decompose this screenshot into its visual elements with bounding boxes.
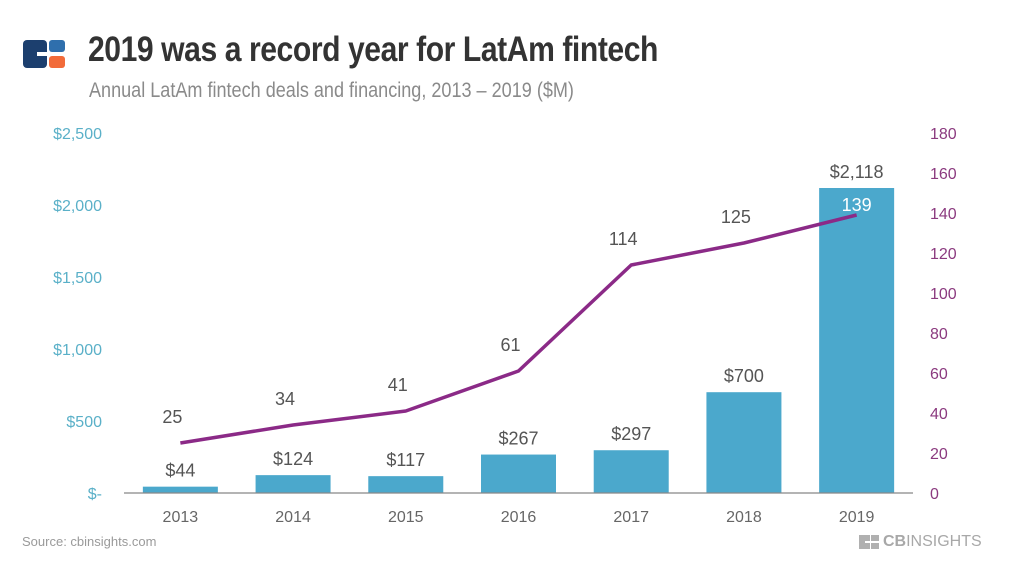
bar-value-label: $124	[273, 449, 313, 469]
brand-insights: INSIGHTS	[906, 533, 982, 550]
bar-data-labels: $44 $124 $117 $267 $297 $700 $2,118	[165, 162, 883, 481]
logo-gap	[37, 52, 49, 56]
right-axis-tick-label: 0	[930, 486, 939, 503]
line-value-label: 41	[388, 375, 408, 395]
x-axis-tick-label: 2015	[388, 509, 424, 526]
bar-value-label: $44	[165, 461, 195, 481]
x-axis-tick-label: 2013	[163, 509, 199, 526]
brand-cb: CB	[883, 533, 907, 550]
bar-2016	[481, 454, 556, 493]
line-value-label: 61	[500, 335, 520, 355]
bar-series	[142, 188, 895, 493]
bar-value-label: $700	[724, 366, 764, 386]
right-axis-tick-label: 180	[930, 126, 957, 143]
line-value-label: 34	[275, 389, 295, 409]
brand-footer: CBINSIGHTS	[859, 533, 982, 551]
left-axis: $- $500 $1,000 $1,500 $2,000 $2,500	[53, 126, 102, 503]
brand-logo-icon	[859, 535, 879, 549]
left-axis-tick-label: $-	[88, 486, 102, 503]
right-axis-tick-label: 160	[930, 166, 957, 183]
bar-value-label: $2,118	[830, 162, 884, 182]
right-axis: 0 20 40 60 80 100 120 140 160 180	[930, 126, 957, 503]
line-value-label: 139	[842, 195, 872, 215]
bar-2015	[368, 476, 444, 493]
right-axis-tick-label: 20	[930, 446, 948, 463]
right-axis-tick-label: 120	[930, 246, 957, 263]
left-axis-tick-label: $2,500	[53, 126, 102, 143]
bar-2013	[142, 486, 218, 493]
bar-2018	[706, 392, 782, 493]
right-axis-tick-label: 80	[930, 326, 948, 343]
x-axis-tick-label: 2019	[839, 509, 875, 526]
bar-value-label: $267	[498, 429, 538, 449]
bar-value-label: $117	[386, 450, 425, 470]
source-note: Source: cbinsights.com	[22, 534, 157, 549]
x-axis-tick-label: 2018	[726, 509, 762, 526]
x-axis-tick-label: 2017	[613, 509, 649, 526]
chart-title: 2019 was a record year for LatAm fintech	[88, 30, 658, 69]
deals-line	[180, 213, 858, 445]
left-axis-tick-label: $500	[66, 414, 102, 431]
bar-2017	[593, 450, 669, 493]
line-value-label: 125	[721, 207, 751, 227]
right-axis-tick-label: 60	[930, 366, 948, 383]
bar-2014	[255, 475, 331, 493]
left-axis-tick-label: $1,500	[53, 270, 102, 287]
bar-2019	[819, 188, 895, 493]
chart-subtitle: Annual LatAm fintech deals and financing…	[89, 79, 574, 102]
right-axis-tick-label: 100	[930, 286, 957, 303]
line-value-label: 114	[609, 229, 638, 249]
line-value-label: 25	[162, 407, 182, 427]
logo-orange-block	[49, 56, 65, 68]
left-axis-tick-label: $1,000	[53, 342, 102, 359]
brand-wordmark: CBINSIGHTS	[883, 533, 982, 551]
x-axis-tick-label: 2016	[501, 509, 537, 526]
logo-blue-block	[49, 40, 65, 52]
right-axis-tick-label: 140	[930, 206, 957, 223]
cb-insights-logo	[23, 40, 65, 68]
x-axis: 2013 2014 2015 2016 2017 2018 2019	[163, 509, 875, 526]
right-axis-tick-label: 40	[930, 406, 948, 423]
left-axis-tick-label: $2,000	[53, 198, 102, 215]
x-axis-tick-label: 2014	[275, 509, 311, 526]
bar-value-label: $297	[611, 424, 651, 444]
logo-dark-block	[23, 40, 47, 68]
line-data-labels: 25 34 41 61 114 125 139	[162, 195, 871, 427]
